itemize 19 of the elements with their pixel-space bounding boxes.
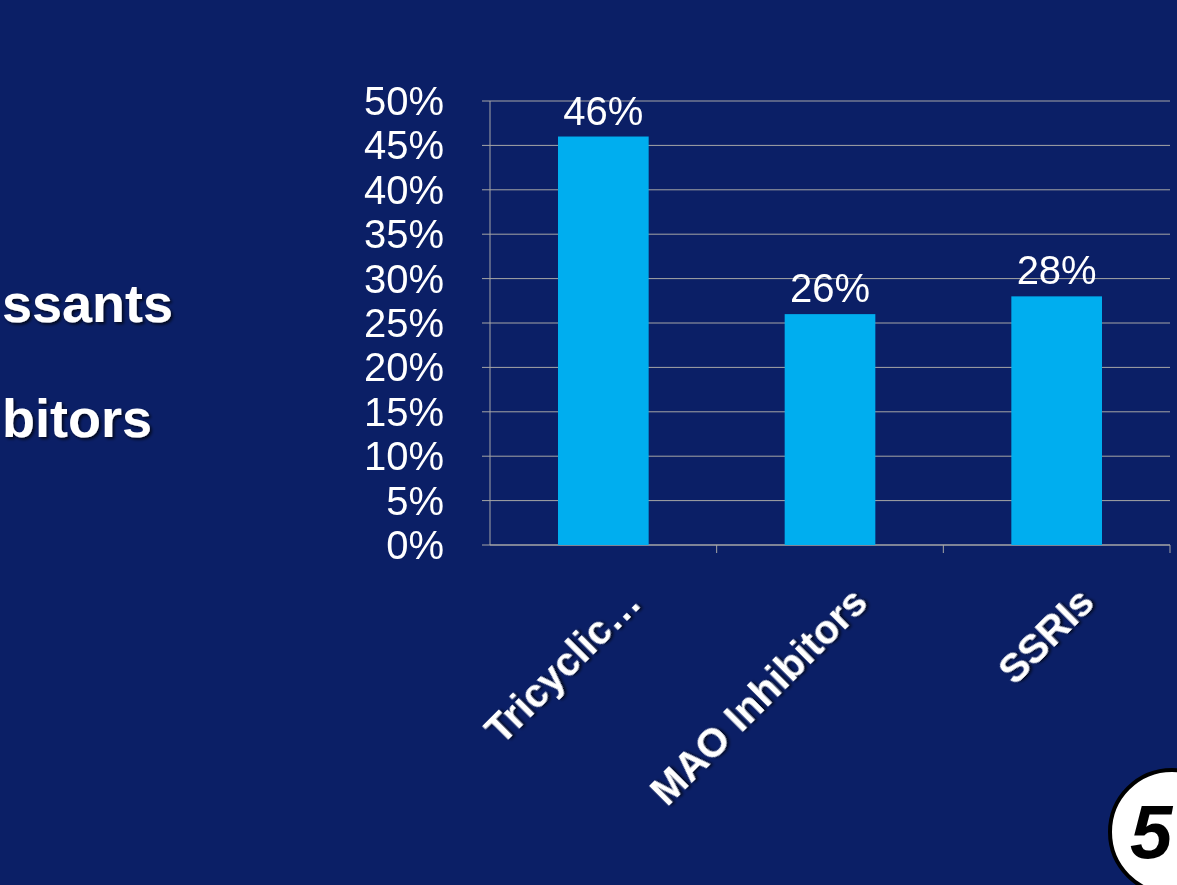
- number-badge: 5: [1108, 768, 1177, 885]
- data-label: 46%: [563, 88, 644, 133]
- data-label: 26%: [789, 266, 871, 311]
- y-tick-label: 45%: [363, 123, 444, 168]
- y-tick-label: 50%: [363, 79, 444, 123]
- y-tick-label: 40%: [363, 167, 444, 212]
- text: ssants: [2, 273, 174, 333]
- y-tick-label: 15%: [363, 389, 444, 434]
- y-tick-label: 20%: [363, 345, 444, 390]
- y-tick-label: 30%: [363, 256, 444, 301]
- bar: [558, 136, 649, 545]
- y-tick-label: 35%: [363, 212, 444, 257]
- y-tick-label: 25%: [363, 301, 444, 345]
- text: bitors: [2, 388, 153, 448]
- bar: [784, 314, 876, 545]
- y-tick-label: 0%: [386, 523, 444, 567]
- bar: [1011, 296, 1102, 545]
- y-tick-label: 10%: [363, 434, 444, 479]
- y-tick-label: 5%: [386, 478, 444, 523]
